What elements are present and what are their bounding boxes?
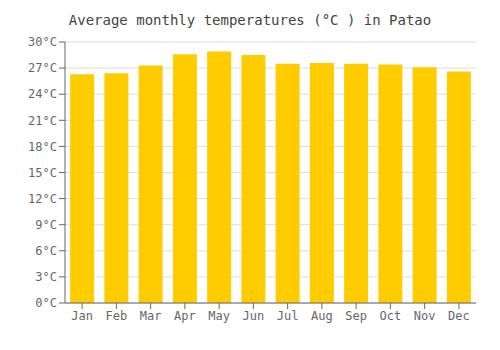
svg-text:Sep: Sep [345, 309, 367, 323]
svg-text:Apr: Apr [174, 309, 196, 323]
svg-text:Mar: Mar [140, 309, 162, 323]
svg-text:May: May [208, 309, 230, 323]
svg-text:0°C: 0°C [35, 296, 57, 310]
svg-text:21°C: 21°C [28, 114, 57, 128]
svg-text:Aug: Aug [311, 309, 333, 323]
svg-text:6°C: 6°C [35, 244, 57, 258]
svg-text:Oct: Oct [380, 309, 402, 323]
svg-text:Jun: Jun [243, 309, 265, 323]
svg-text:12°C: 12°C [28, 192, 57, 206]
svg-text:27°C: 27°C [28, 61, 57, 75]
svg-text:3°C: 3°C [35, 270, 57, 284]
html-text:Average monthly temperatures (: Average monthly temperatures (°C ) in Pa… [68, 12, 432, 28]
svg-text:9°C: 9°C [35, 218, 57, 232]
svg-text:24°C: 24°C [28, 87, 57, 101]
svg-text:18°C: 18°C [28, 140, 57, 154]
svg-text:Nov: Nov [414, 309, 436, 323]
svg-text:Jul: Jul [277, 309, 299, 323]
svg-text:Feb: Feb [106, 309, 128, 323]
svg-text:Dec: Dec [448, 309, 470, 323]
svg-text:Jan: Jan [71, 309, 93, 323]
svg-text:15°C: 15°C [28, 166, 57, 180]
svg-text:30°C: 30°C [28, 35, 57, 49]
